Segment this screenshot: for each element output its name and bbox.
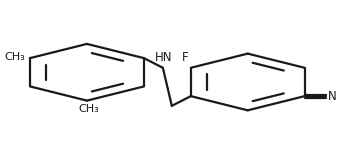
Text: N: N	[328, 90, 337, 103]
Text: HN: HN	[155, 51, 172, 64]
Text: CH₃: CH₃	[78, 104, 99, 114]
Text: CH₃: CH₃	[4, 52, 25, 62]
Text: F: F	[182, 51, 189, 64]
